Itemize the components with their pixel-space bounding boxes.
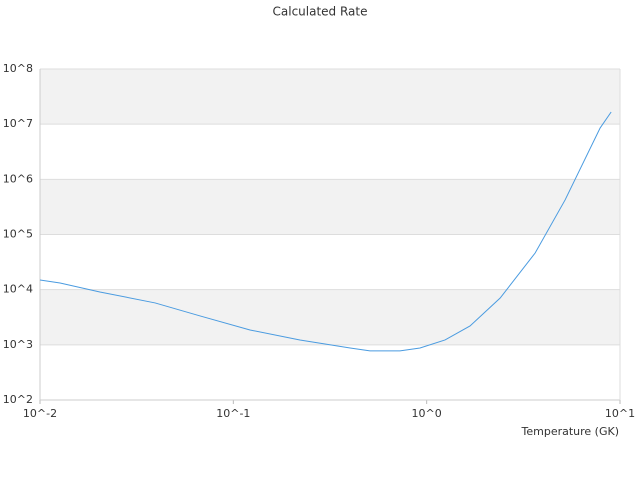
y-tick-label: 10^2: [3, 393, 33, 406]
y-tick-label: 10^8: [3, 62, 33, 75]
y-tick-label: 10^7: [3, 117, 33, 130]
y-tick-label: 10^5: [3, 228, 33, 241]
y-tick-label: 10^3: [3, 338, 33, 351]
line-series: [39, 111, 612, 352]
chart-title: Calculated Rate: [273, 5, 368, 19]
grid-band: [40, 69, 620, 125]
y-tick-label: 10^6: [3, 172, 33, 185]
x-axis-label: Temperature (GK): [521, 425, 620, 438]
plot-background: [40, 69, 620, 345]
y-tick-label: 10^4: [3, 283, 33, 296]
x-tick-label: 10^-1: [216, 407, 250, 420]
x-tick-label: 10^-2: [23, 407, 57, 420]
x-tick-label: 10^0: [412, 407, 442, 420]
x-tick-label: 10^1: [605, 407, 635, 420]
grid-band: [40, 179, 620, 235]
grid-band: [40, 289, 620, 345]
